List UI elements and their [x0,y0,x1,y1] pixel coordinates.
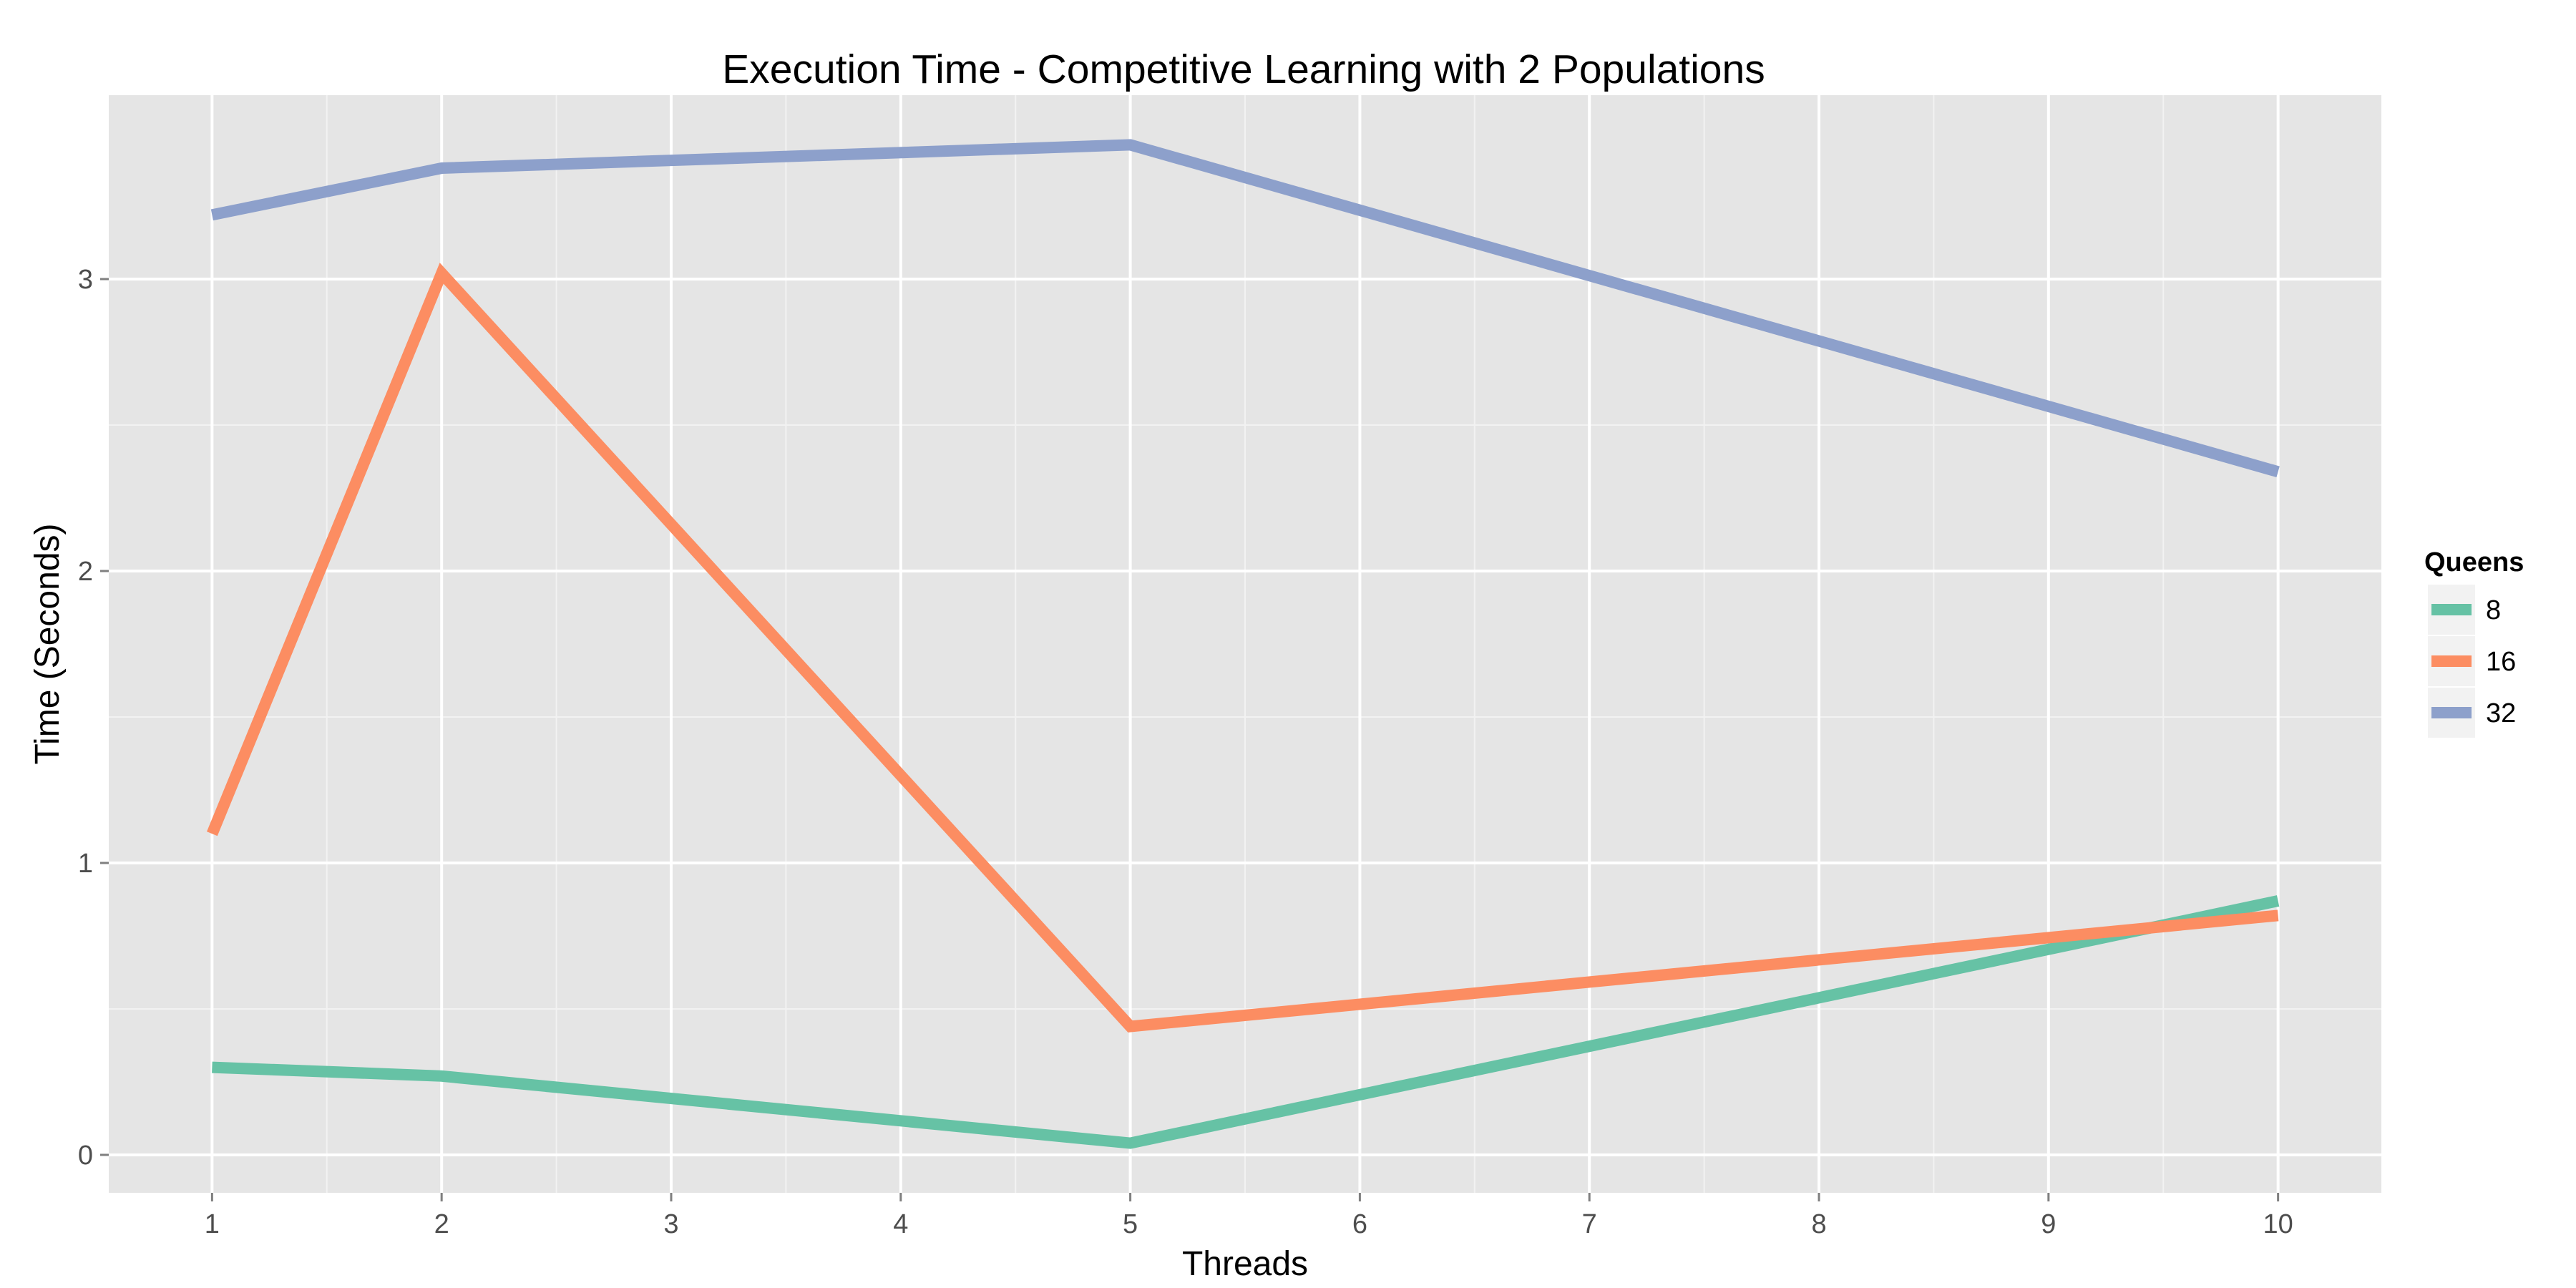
x-axis-label: Threads [1182,1245,1308,1283]
y-tick-label: 0 [78,1141,93,1171]
x-tick-label: 4 [893,1209,908,1239]
major-gridlines [109,95,2381,1193]
legend-title: Queens [2424,547,2524,577]
y-tick-label: 1 [78,849,93,879]
legend-items: 8 16 32 [2426,583,2516,739]
x-tick-label: 9 [2041,1209,2056,1239]
legend-label-8: 8 [2486,595,2501,625]
x-tick-label: 8 [1811,1209,1826,1239]
series-line-8 [212,895,2280,1149]
x-tick-label: 3 [663,1209,678,1239]
y-tick-label: 3 [78,265,93,295]
y-axis-label: Time (Seconds) [29,524,67,765]
legend-label-16: 16 [2486,647,2516,677]
legend-label-32: 32 [2486,698,2516,728]
x-axis: 1 2 3 4 5 6 7 8 9 10 [205,1193,2293,1239]
x-tick-label: 10 [2263,1209,2293,1239]
series-lines [206,139,2280,1149]
y-tick-label: 2 [78,557,93,587]
x-tick-label: 1 [205,1209,220,1239]
x-tick-label: 7 [1582,1209,1597,1239]
series-line-32 [210,139,2280,477]
x-tick-label: 6 [1352,1209,1367,1239]
chart-title: Execution Time - Competitive Learning wi… [722,47,1765,92]
x-tick-label: 2 [434,1209,449,1239]
legend: Queens 8 16 32 [2424,547,2524,739]
series-line-16 [206,263,2279,1033]
x-tick-label: 5 [1123,1209,1138,1239]
y-axis: 0 1 2 3 [78,265,109,1171]
